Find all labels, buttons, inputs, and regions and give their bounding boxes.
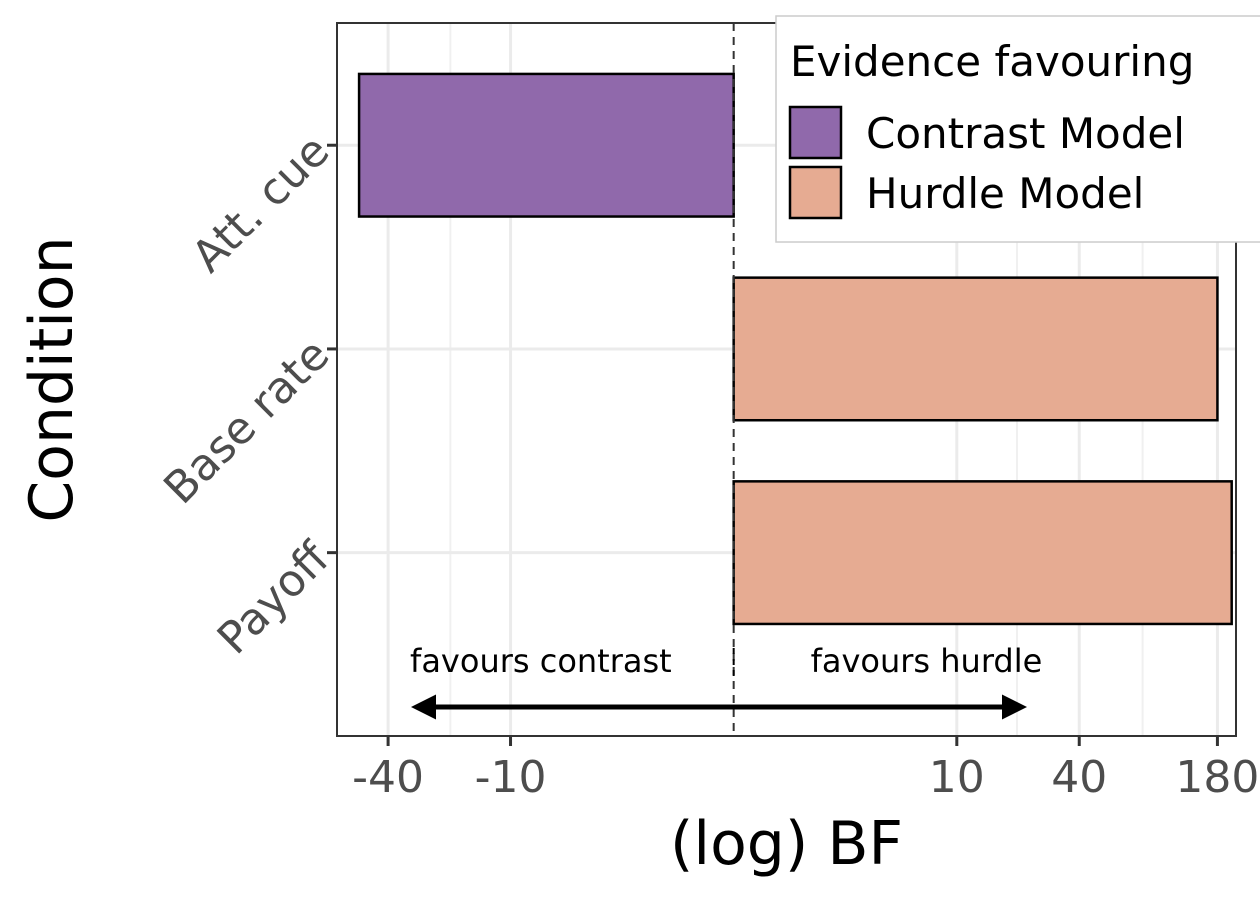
bar-att-cue (357, 72, 735, 218)
legend-swatch-hurdle-model (788, 165, 843, 220)
legend-label-contrast-model: Contrast Model (866, 109, 1185, 158)
y-tick-label: Payoff (208, 532, 341, 665)
legend-swatch-contrast-model (788, 105, 843, 160)
x-tick-label: -40 (352, 752, 424, 803)
y-tick-label: Att. cue (182, 125, 339, 282)
annotation-favours-hurdle: favours hurdle (811, 642, 1043, 680)
x-tick-label: 10 (929, 752, 985, 803)
bar-base-rate (732, 276, 1219, 422)
legend-box (775, 15, 1260, 243)
x-tick-label: 180 (1175, 752, 1259, 803)
x-tick-label: 40 (1051, 752, 1107, 803)
bars (357, 72, 1233, 626)
x-tick-label: -10 (475, 752, 547, 803)
bar-payoff (732, 480, 1233, 626)
legend-label-hurdle-model: Hurdle Model (866, 169, 1144, 218)
y-tick-label: Base rate (154, 329, 339, 514)
annotation-favours-contrast: favours contrast (410, 642, 672, 680)
x-axis-title: (log) BF (670, 809, 903, 879)
legend: Evidence favouring Contrast Model Hurdle … (775, 15, 1260, 243)
legend-title: Evidence favouring (790, 37, 1194, 86)
y-axis-title: Condition (17, 236, 87, 522)
annotations: favours contrast favours hurdle (410, 642, 1043, 720)
